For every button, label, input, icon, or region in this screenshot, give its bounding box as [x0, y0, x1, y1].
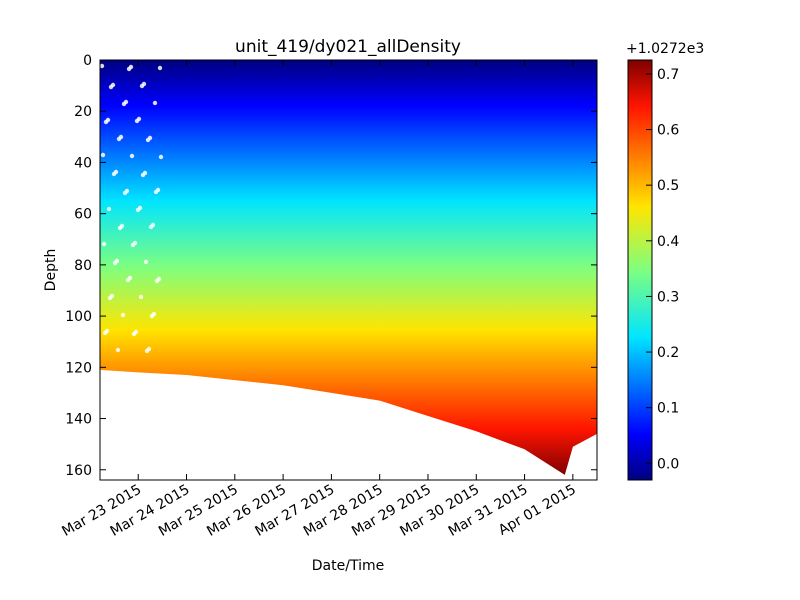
sampling-gap — [130, 242, 136, 248]
colorbar-ticks: 0.0 0.1 0.2 0.3 0.4 0.5 0.6 0.7 — [646, 67, 679, 472]
y-tick-label: 120 — [65, 360, 92, 376]
sampling-gap — [121, 101, 127, 107]
sampling-gap — [100, 63, 105, 69]
sampling-gap — [138, 294, 144, 300]
sparse-sampling-region — [100, 63, 164, 354]
colorbar-tick-label: 0.7 — [657, 67, 679, 83]
x-axis-label: Date/Time — [312, 558, 384, 574]
sampling-gap — [154, 278, 160, 284]
sampling-gap — [108, 84, 114, 90]
sampling-gap — [125, 277, 131, 283]
sampling-gap — [149, 313, 155, 319]
sampling-gap — [140, 172, 146, 178]
sampling-gap — [102, 330, 108, 336]
colorbar-offset-label: +1.0272e3 — [626, 41, 704, 57]
density-scatter-field — [100, 60, 597, 475]
sampling-gap — [101, 241, 107, 247]
sampling-gap — [112, 260, 118, 266]
colorbar: +1.0272e3 0.0 0.1 0.2 0.3 0.4 0.5 0.6 0.7 — [626, 41, 704, 481]
colorbar-tick-label: 0.1 — [657, 401, 679, 417]
colorbar-gradient — [627, 59, 653, 481]
sampling-gap — [117, 225, 123, 231]
plot-area — [100, 60, 597, 475]
sampling-gap — [111, 171, 117, 177]
sampling-gap — [134, 118, 140, 124]
sampling-gap — [107, 295, 113, 301]
y-tick-label: 60 — [74, 207, 92, 223]
y-tick-label: 140 — [65, 412, 92, 428]
colorbar-tick-label: 0.6 — [657, 123, 679, 139]
sampling-gap — [148, 224, 154, 230]
sampling-gap — [158, 154, 164, 160]
y-tick-label: 80 — [74, 258, 92, 274]
sampling-gap — [116, 136, 122, 142]
sampling-gap — [120, 312, 126, 318]
plot-frame — [99, 59, 598, 481]
sampling-gap — [100, 152, 106, 158]
y-tick-label: 0 — [83, 53, 92, 69]
sampling-gap — [103, 119, 109, 125]
sampling-gap — [135, 207, 141, 213]
colorbar-tick-label: 0.5 — [657, 178, 679, 194]
y-tick-label: 160 — [65, 463, 92, 479]
sampling-gap — [139, 83, 145, 89]
y-axis: 0 20 40 60 80 100 120 140 160 — [65, 53, 597, 479]
y-tick-label: 100 — [65, 309, 92, 325]
sampling-gap — [152, 100, 158, 106]
sampling-gap — [144, 348, 150, 354]
y-axis-label: Depth — [43, 249, 59, 292]
sampling-gap — [143, 259, 149, 265]
colorbar-tick-label: 0.2 — [657, 345, 679, 361]
sampling-gap — [126, 66, 132, 72]
sampling-gap — [145, 137, 151, 143]
sampling-gap — [129, 153, 135, 159]
colorbar-tick-label: 0.0 — [657, 456, 679, 472]
colorbar-tick-label: 0.4 — [657, 234, 679, 250]
sampling-gap — [106, 206, 112, 212]
sampling-gap — [131, 331, 137, 337]
sampling-gap — [122, 190, 128, 196]
sampling-gap — [153, 189, 159, 195]
sampling-gap — [115, 347, 121, 353]
colorbar-tick-label: 0.3 — [657, 289, 679, 305]
x-tick-label: Mar 23 2015 — [59, 482, 144, 540]
sampling-gap — [157, 65, 163, 71]
chart-title: unit_419/dy021_allDensity — [235, 37, 461, 57]
y-tick-label: 40 — [74, 155, 92, 171]
y-tick-label: 20 — [74, 104, 92, 120]
